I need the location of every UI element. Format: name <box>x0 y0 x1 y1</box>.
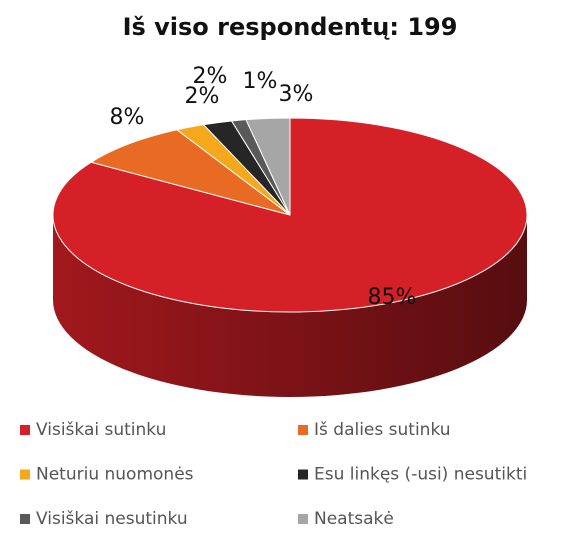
legend-label: Esu linkęs (-usi) nesutikti <box>314 465 527 485</box>
legend-swatch <box>298 514 308 524</box>
legend-label: Visiškai nesutinku <box>36 509 188 529</box>
legend-swatch <box>20 514 30 524</box>
legend-swatch <box>298 425 308 435</box>
legend-label: Iš dalies sutinku <box>314 420 451 440</box>
slice <box>89 129 291 216</box>
data-label: 3% <box>279 82 314 107</box>
data-label: 2% <box>185 84 220 109</box>
legend-swatch <box>20 425 30 435</box>
slice <box>245 117 291 216</box>
data-label: 1% <box>243 69 278 94</box>
chart-title: Iš viso respondentų: 199 <box>123 13 458 41</box>
legend-label: Visiškai sutinku <box>36 420 166 440</box>
legend-swatch <box>298 469 308 480</box>
legend-label: Neatsakė <box>314 509 394 529</box>
slice-side <box>53 215 527 397</box>
data-label: 85% <box>368 285 417 310</box>
data-label: 8% <box>110 105 145 130</box>
data-label: 2% <box>193 64 228 89</box>
legend-swatch <box>20 469 30 480</box>
legend-label: Neturiu nuomonės <box>36 465 194 485</box>
